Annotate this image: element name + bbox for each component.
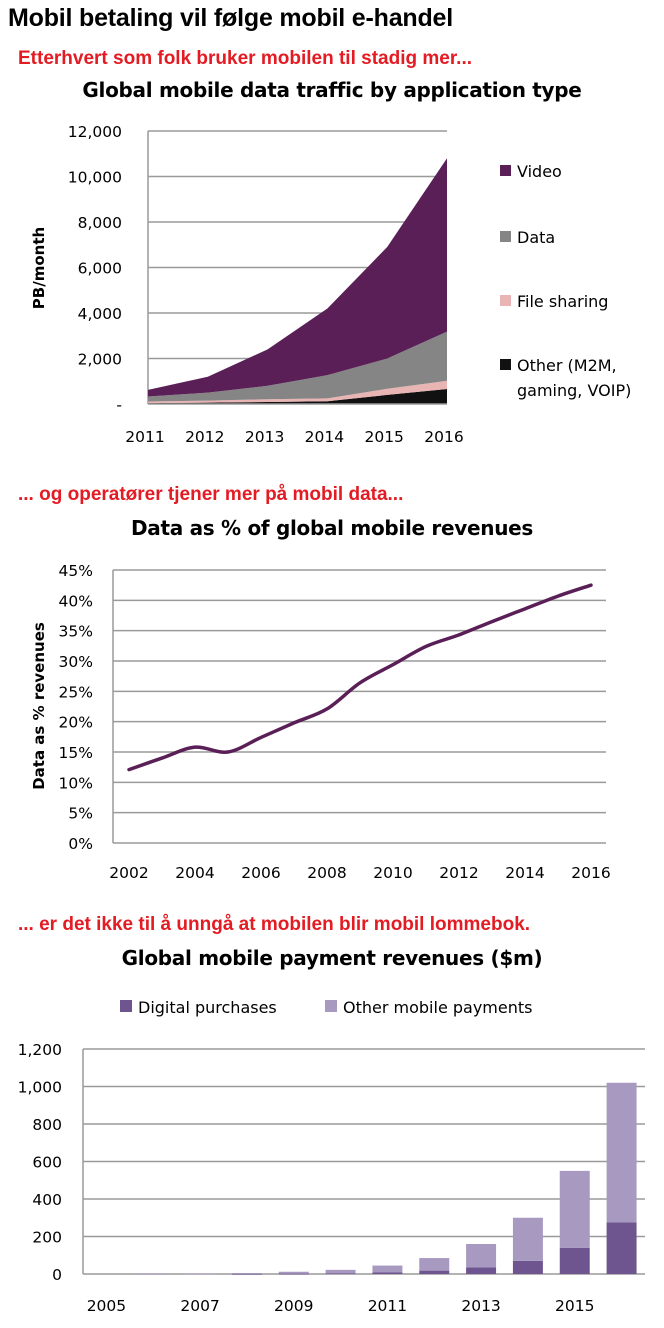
y-tick-label: 600: [32, 1154, 62, 1172]
legend-label: File sharing: [517, 292, 608, 311]
caption-traffic: Etterhvert som folk bruker mobilen til s…: [18, 48, 472, 69]
bar-other-2010: [325, 1269, 356, 1274]
bar-other-2015: [559, 1170, 590, 1248]
y-tick-label: 1,200: [18, 1041, 62, 1059]
x-tick-label: 2006: [241, 864, 280, 882]
x-tick-label: 2011: [368, 1297, 407, 1315]
x-tick-label: 2012: [439, 864, 478, 882]
x-tick-label: 2016: [571, 864, 610, 882]
y-tick-label: 25%: [59, 683, 93, 701]
y-tick-label: -: [116, 396, 122, 414]
y-tick-label: 10,000: [68, 169, 122, 187]
bar-other-2008: [231, 1273, 262, 1274]
legend-swatch: [500, 231, 511, 242]
bar-digital-2016: [606, 1222, 637, 1274]
legend-label: Digital purchases: [138, 998, 277, 1017]
chart2-title: Data as % of global mobile revenues: [130, 516, 534, 540]
y-tick-label: 40%: [59, 592, 93, 610]
y-tick-label: 35%: [59, 623, 93, 641]
area-file: [148, 380, 447, 404]
bar-digital-2009: [278, 1273, 309, 1275]
bar-digital-2014: [512, 1260, 543, 1274]
legend-label: Video: [517, 162, 562, 181]
x-tick-label: 2012: [185, 428, 224, 446]
bar-other-2007: [185, 1273, 216, 1275]
bar-other-2006: [138, 1273, 169, 1275]
x-tick-label: 2014: [305, 428, 344, 446]
y-tick-label: 200: [32, 1229, 62, 1247]
x-tick-label: 2005: [87, 1297, 126, 1315]
bar-other-2012: [419, 1258, 450, 1271]
area-data: [148, 331, 447, 402]
legend-label: Other mobile payments: [343, 998, 532, 1017]
y-tick-label: 400: [32, 1191, 62, 1209]
x-tick-label: 2014: [505, 864, 544, 882]
bar-other-2011: [372, 1265, 403, 1273]
bar-digital-2008: [231, 1273, 262, 1275]
y-tick-label: 0%: [68, 835, 93, 853]
x-tick-label: 2010: [373, 864, 412, 882]
legend-swatch: [500, 165, 511, 176]
y-tick-label: 30%: [59, 653, 93, 671]
legend-label: Data: [517, 228, 555, 247]
bar-other-2016: [606, 1082, 637, 1223]
y-tick-label: 45%: [59, 562, 93, 580]
x-tick-label: 2007: [180, 1297, 219, 1315]
y-tick-label: 5%: [68, 805, 93, 823]
y-tick-label: 15%: [59, 744, 93, 762]
y-tick-label: 10%: [59, 774, 93, 792]
caption-revenue: ... og operatører tjener mer på mobil da…: [18, 484, 404, 505]
x-tick-label: 2011: [125, 428, 164, 446]
bar-digital-2015: [559, 1247, 590, 1274]
legend-swatch: [325, 1000, 337, 1012]
chart3-title: Global mobile payment revenues ($m): [121, 946, 543, 970]
series-line-data-share: [127, 583, 593, 772]
traffic-area-chart: - 2,000 4,000 6,000 8,000 10,000 12,000 2011 201…: [30, 123, 631, 446]
x-tick-label: 2013: [461, 1297, 500, 1315]
x-tick-label: 2002: [109, 864, 148, 882]
bar-other-2013: [466, 1244, 497, 1268]
legend-label-cont: gaming, VOIP): [517, 381, 631, 400]
y-tick-label: 800: [32, 1116, 62, 1134]
x-tick-label: 2016: [424, 428, 463, 446]
y-axis-label: PB/month: [30, 227, 48, 309]
bar-digital-2013: [466, 1267, 497, 1274]
y-tick-label: 6,000: [78, 260, 122, 278]
x-tick-label: 2008: [307, 864, 346, 882]
bar-digital-2012: [419, 1270, 450, 1274]
y-axis-label: Data as % revenues: [30, 622, 48, 790]
page-title: Mobil betaling vil følge mobil e-handel: [8, 4, 453, 32]
bar-other-2014: [512, 1217, 543, 1261]
x-tick-label: 2004: [175, 864, 214, 882]
x-tick-label: 2013: [245, 428, 284, 446]
y-tick-label: 0: [52, 1266, 62, 1284]
y-tick-label: 12,000: [68, 123, 122, 141]
y-tick-label: 4,000: [78, 305, 122, 323]
legend-swatch: [500, 295, 511, 306]
bar-digital-2011: [372, 1272, 403, 1274]
bar-digital-2010: [325, 1273, 356, 1275]
x-tick-label: 2015: [555, 1297, 594, 1315]
chart1-title: Global mobile data traffic by applicatio…: [82, 78, 582, 102]
legend-swatch: [500, 359, 511, 370]
y-tick-label: 1,000: [18, 1079, 62, 1097]
bar-other-2009: [278, 1271, 309, 1274]
area-other: [148, 388, 447, 404]
y-tick-label: 8,000: [78, 214, 122, 232]
caption-payments: ... er det ikke til å unngå at mobilen b…: [18, 914, 531, 935]
legend-swatch: [120, 1000, 132, 1012]
y-tick-label: 20%: [59, 714, 93, 732]
y-tick-label: 2,000: [78, 351, 122, 369]
revenue-line-chart: 0% 5% 10% 15% 20% 25% 30% 35% 40% 45% 2002 2004 2006…: [30, 562, 611, 882]
x-tick-label: 2009: [274, 1297, 313, 1315]
area-video: [148, 158, 447, 397]
x-tick-label: 2015: [364, 428, 403, 446]
legend-label: Other (M2M,: [517, 356, 617, 375]
